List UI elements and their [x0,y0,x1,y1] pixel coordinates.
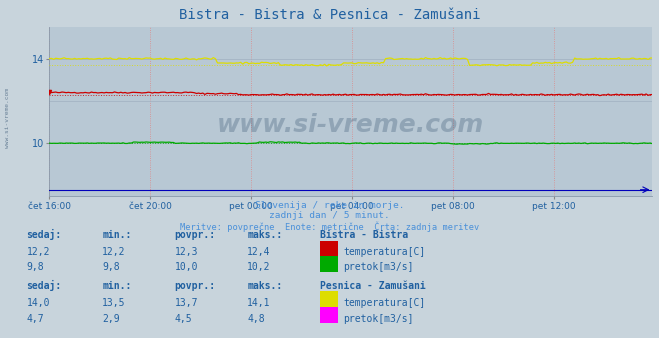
Text: maks.:: maks.: [247,230,282,240]
Text: maks.:: maks.: [247,281,282,291]
Text: 14,1: 14,1 [247,298,271,308]
Text: sedaj:: sedaj: [26,229,61,240]
Text: 10,0: 10,0 [175,262,198,272]
Text: 12,3: 12,3 [175,247,198,257]
Text: 13,5: 13,5 [102,298,126,308]
Text: 14,0: 14,0 [26,298,50,308]
Text: 4,7: 4,7 [26,314,44,324]
Text: temperatura[C]: temperatura[C] [343,298,426,308]
Text: 2,9: 2,9 [102,314,120,324]
Text: povpr.:: povpr.: [175,281,215,291]
Text: Pesnica - Zamušani: Pesnica - Zamušani [320,281,425,291]
Text: pretok[m3/s]: pretok[m3/s] [343,262,414,272]
Text: zadnji dan / 5 minut.: zadnji dan / 5 minut. [269,211,390,220]
Text: 4,8: 4,8 [247,314,265,324]
Text: www.si-vreme.com: www.si-vreme.com [217,113,484,137]
Text: 10,2: 10,2 [247,262,271,272]
Text: 13,7: 13,7 [175,298,198,308]
Text: 12,4: 12,4 [247,247,271,257]
Text: temperatura[C]: temperatura[C] [343,247,426,257]
Text: 9,8: 9,8 [26,262,44,272]
Text: 4,5: 4,5 [175,314,192,324]
Text: www.si-vreme.com: www.si-vreme.com [5,88,11,148]
Text: Meritve: povprečne  Enote: metrične  Črta: zadnja meritev: Meritve: povprečne Enote: metrične Črta:… [180,221,479,232]
Text: Bistra - Bistra: Bistra - Bistra [320,230,408,240]
Text: 9,8: 9,8 [102,262,120,272]
Text: min.:: min.: [102,230,132,240]
Text: povpr.:: povpr.: [175,230,215,240]
Text: pretok[m3/s]: pretok[m3/s] [343,314,414,324]
Text: Slovenija / reke in morje.: Slovenija / reke in morje. [255,201,404,210]
Text: 12,2: 12,2 [102,247,126,257]
Text: sedaj:: sedaj: [26,280,61,291]
Text: 12,2: 12,2 [26,247,50,257]
Text: min.:: min.: [102,281,132,291]
Text: Bistra - Bistra & Pesnica - Zamušani: Bistra - Bistra & Pesnica - Zamušani [179,8,480,22]
